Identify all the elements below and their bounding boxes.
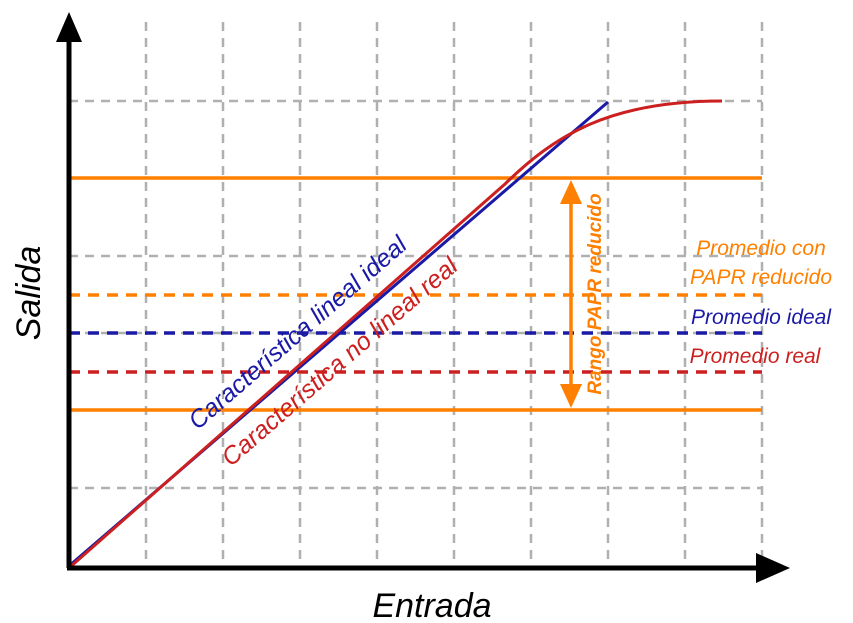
range-label: Rango PAPR reducido: [585, 193, 606, 394]
real-average-label: Promedio real: [690, 345, 822, 368]
reduced-average-label-line1: Promedio con: [696, 237, 826, 260]
ideal-average-label: Promedio ideal: [691, 306, 832, 329]
x-axis-label: Entrada: [372, 587, 491, 623]
range-arrow-up-head: [560, 180, 582, 204]
range-arrow-down-head: [560, 384, 582, 408]
x-axis-arrowhead: [756, 553, 790, 583]
y-axis-label: Salida: [10, 246, 48, 341]
reduced-average-label-line2: PAPR reducido: [690, 266, 832, 289]
real-characteristic-curve: [68, 99, 723, 570]
y-axis-arrowhead: [56, 12, 82, 42]
